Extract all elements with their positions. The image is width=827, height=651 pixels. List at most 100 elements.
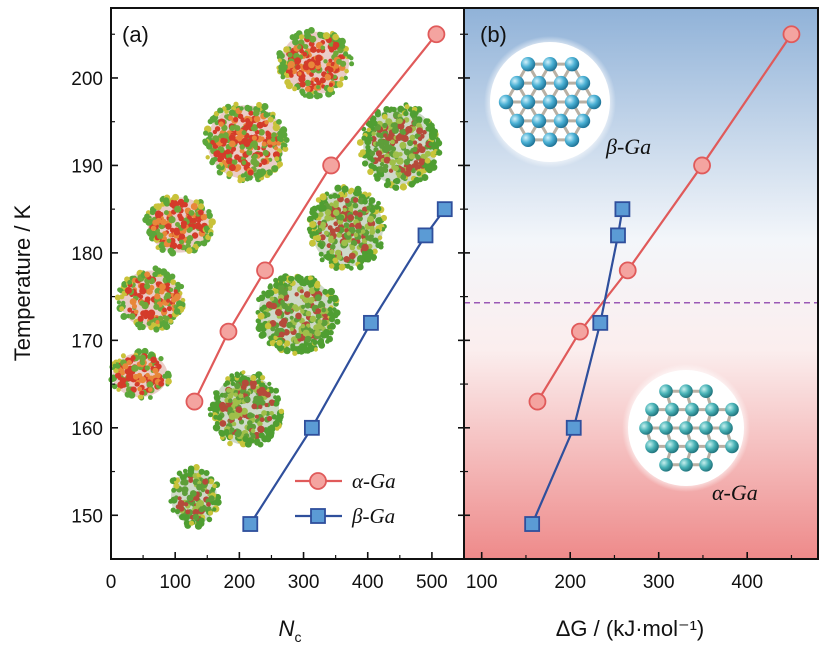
atom-dot <box>148 362 153 367</box>
atom-dot <box>183 502 189 507</box>
atom-dot <box>190 203 198 210</box>
atom-dot <box>237 178 243 184</box>
atom-dot <box>309 276 314 281</box>
atom-dot <box>316 80 322 86</box>
atom-dot <box>264 429 271 435</box>
atom-dot <box>173 229 180 236</box>
atom-dot <box>189 217 195 223</box>
atom-dot <box>300 73 306 79</box>
atom-dot <box>429 133 437 141</box>
atom-dot <box>354 222 362 230</box>
atom-dot <box>289 73 294 78</box>
atom-sphere <box>705 439 719 454</box>
atom-dot <box>234 372 241 379</box>
atom-dot <box>322 330 330 338</box>
data-point-a-1 <box>303 419 320 436</box>
atom-dot <box>288 275 294 282</box>
atom-dot <box>309 221 317 228</box>
atom-dot <box>239 144 246 150</box>
atom-sphere <box>509 75 525 91</box>
atom-dot <box>294 292 299 297</box>
atom-dot <box>264 120 269 125</box>
atom-dot <box>137 315 144 322</box>
atom-dot <box>256 121 264 129</box>
atom-dot <box>261 290 266 295</box>
atom-dot <box>223 132 229 138</box>
cluster-snapshot <box>255 273 341 356</box>
atom-dot <box>168 233 173 238</box>
atom-dot <box>356 139 364 146</box>
atom-dot <box>328 310 335 317</box>
atom-dot <box>258 404 263 409</box>
atom-sphere <box>564 94 580 110</box>
atom-dot <box>145 372 150 378</box>
atom-dot <box>298 34 305 40</box>
atom-sphere <box>509 113 525 129</box>
atom-dot <box>313 324 320 331</box>
atom-dot <box>358 242 363 247</box>
atom-dot <box>158 356 164 362</box>
atom-sphere <box>575 113 591 129</box>
atom-dot <box>283 137 290 143</box>
x-tick-label-a: 200 <box>224 572 256 593</box>
atom-dot <box>169 249 177 257</box>
atom-dot <box>369 227 375 233</box>
atom-dot <box>277 58 282 63</box>
atom-dot <box>283 290 288 296</box>
atom-dot <box>344 68 349 74</box>
data-point-b-1 <box>565 419 582 436</box>
atom-sphere <box>520 56 536 72</box>
atom-dot <box>319 257 325 263</box>
atom-dot <box>267 284 273 290</box>
atom-dot <box>375 150 383 157</box>
atom-dot <box>234 125 241 132</box>
atom-dot <box>365 256 372 263</box>
atom-dot <box>315 54 323 62</box>
atom-dot <box>295 312 302 320</box>
atom-dot <box>403 148 411 156</box>
atom-dot <box>379 162 385 167</box>
atom-dot <box>354 185 362 193</box>
atom-dot <box>133 373 139 380</box>
atom-dot <box>283 296 289 302</box>
atom-dot <box>268 399 276 407</box>
atom-dot <box>424 157 431 164</box>
atom-dot <box>280 74 286 80</box>
atom-dot <box>348 187 355 193</box>
atom-dot <box>114 294 121 301</box>
atom-dot <box>174 495 179 501</box>
atom-dot <box>257 425 265 433</box>
atom-dot <box>264 402 269 408</box>
atom-dot <box>278 280 284 286</box>
atom-dot <box>241 160 247 166</box>
atom-dot <box>117 287 122 293</box>
atom-dot <box>357 211 363 218</box>
atom-dot <box>334 226 341 233</box>
atom-dot <box>152 219 159 226</box>
atom-dot <box>188 226 194 232</box>
atom-dot <box>231 421 237 427</box>
atom-dot <box>334 318 341 325</box>
atom-dot <box>264 322 272 330</box>
legend-label-alpha: α-Ga <box>352 469 396 493</box>
atom-dot <box>228 140 236 148</box>
cluster-snapshot <box>168 464 222 530</box>
x-axis-title-a: Nc <box>279 616 302 645</box>
atom-dot <box>250 438 255 444</box>
atom-dot <box>152 367 159 374</box>
atom-dot <box>113 367 119 374</box>
atom-dot <box>166 238 172 244</box>
atom-dot <box>116 387 121 392</box>
atom-dot <box>245 120 253 128</box>
atom-dot <box>309 206 317 214</box>
atom-dot <box>209 401 217 409</box>
atom-sphere <box>586 94 602 110</box>
atom-dot <box>230 381 236 387</box>
atom-sphere <box>659 421 673 435</box>
atom-dot <box>120 370 125 376</box>
atom-dot <box>362 199 368 205</box>
atom-dot <box>332 307 337 312</box>
atom-dot <box>148 395 153 400</box>
atom-dot <box>320 221 327 228</box>
atom-dot <box>329 202 334 207</box>
